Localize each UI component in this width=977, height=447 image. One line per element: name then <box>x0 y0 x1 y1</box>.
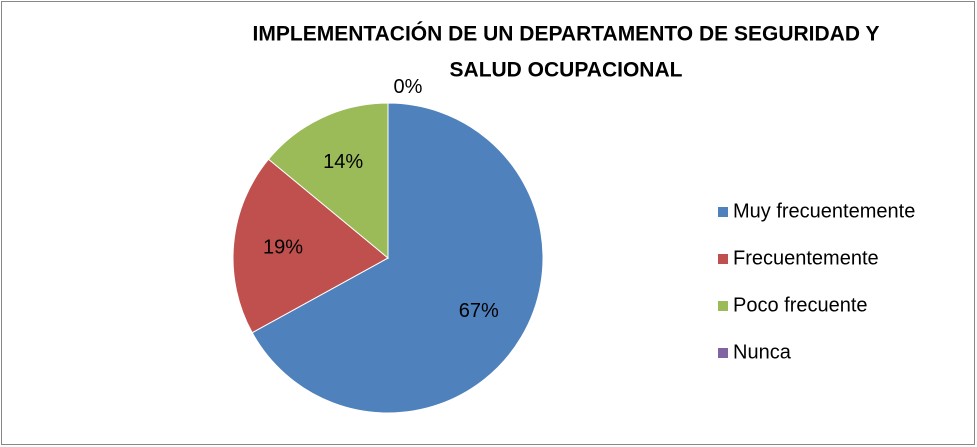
legend-label: Frecuentemente <box>733 247 879 269</box>
data-label: 14% <box>323 151 363 173</box>
data-label: 19% <box>263 236 303 258</box>
pie-slice <box>232 158 389 334</box>
legend-label: Muy frecuentemente <box>733 200 915 222</box>
legend-swatch <box>718 207 728 217</box>
chart-title: IMPLEMENTACIÓN DE UN DEPARTAMENTO DE SEG… <box>253 22 880 46</box>
data-label: 67% <box>459 300 499 322</box>
pie-slice <box>251 102 544 414</box>
data-label: 0% <box>394 76 423 98</box>
pie-slice <box>267 102 389 260</box>
legend-swatch <box>718 301 728 311</box>
legend-swatch <box>718 254 728 264</box>
legend-label: Poco frecuente <box>733 294 868 316</box>
chart-title: SALUD OCUPACIONAL <box>450 59 683 82</box>
legend-label: Nunca <box>733 341 792 363</box>
legend-swatch <box>718 348 728 358</box>
